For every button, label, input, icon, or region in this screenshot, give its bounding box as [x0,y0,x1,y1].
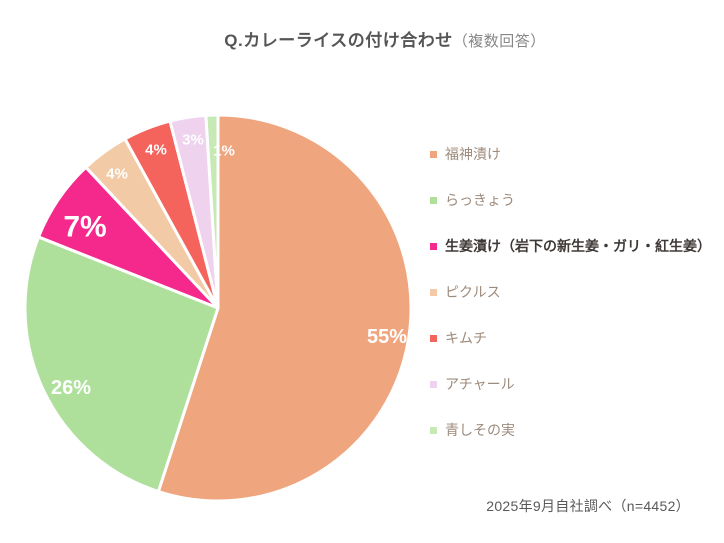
legend-item-3: ピクルス [430,269,711,315]
pie-slice-0 [156,113,413,503]
legend-label: 福神漬け [445,146,501,162]
legend-label: 生姜漬け（岩下の新生姜・ガリ・紅生姜） [445,238,711,254]
pie-value-label-6: 1% [213,143,235,160]
legend-item-1: らっきょう [430,177,711,223]
pie-value-label-3: 4% [106,166,128,183]
chart-legend: 福神漬けらっきょう生姜漬け（岩下の新生姜・ガリ・紅生姜） ピクルスキムチアチャール… [430,131,711,453]
pie-value-label-5: 3% [182,132,204,149]
legend-label: ピクルス [445,284,501,300]
pie-value-label-0: 55% [367,326,407,348]
pie-slice-1 [23,235,220,494]
pie-value-label-2: 7% [63,211,106,244]
chart-title: Q.カレーライスの付け合わせ（複数回答） [0,26,724,51]
legend-item-2: 生姜漬け（岩下の新生姜・ガリ・紅生姜） [430,223,711,269]
pie-value-label-4: 4% [145,142,167,159]
legend-swatch-icon [430,242,437,250]
legend-item-6: 青しその実 [430,407,711,453]
legend-swatch-icon [430,426,437,434]
chart-title-sub: （複数回答） [452,33,546,50]
legend-item-5: アチャール [430,361,711,407]
legend-item-0: 福神漬け [430,131,711,177]
legend-swatch-icon [430,288,437,296]
legend-label: アチャール [445,376,515,392]
pie-slice-6 [204,113,220,310]
legend-swatch-icon [430,196,437,204]
legend-label: 青しその実 [445,422,515,438]
pie-value-label-1: 26% [51,377,91,399]
chart-title-main: Q.カレーライスの付け合わせ [224,31,453,50]
legend-item-4: キムチ [430,315,711,361]
legend-swatch-icon [430,380,437,388]
legend-swatch-icon [430,150,437,158]
legend-label: らっきょう [445,192,515,208]
legend-label: キムチ [445,330,487,346]
source-note: 2025年9月自社調べ（n=4452） [486,498,690,514]
legend-swatch-icon [430,334,437,342]
